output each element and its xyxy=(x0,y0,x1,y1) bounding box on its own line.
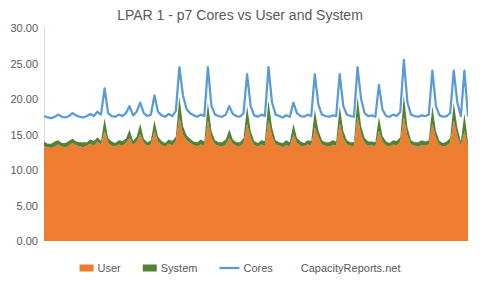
background xyxy=(0,0,480,288)
legend-symbol xyxy=(143,265,157,272)
y-tick: 30.00 xyxy=(10,22,44,34)
annotation: CapacityReports.net xyxy=(301,262,401,274)
legend-item: System xyxy=(143,262,198,274)
legend-item: User xyxy=(80,262,122,274)
legend-label: Cores xyxy=(243,262,273,274)
y-tick-label: 15.00 xyxy=(10,129,38,141)
legend-item: Cores xyxy=(219,262,273,274)
legend-label: User xyxy=(98,262,122,274)
legend: User System Cores CapacityReports.net xyxy=(80,262,401,274)
plot: 0.00 5.00 10.00 15.00 20.00 25.00 30.00 xyxy=(10,22,468,247)
y-tick-label: 20.00 xyxy=(10,93,38,105)
y-tick: 15.00 xyxy=(10,129,44,141)
marks xyxy=(44,60,468,241)
y-tick: 20.00 xyxy=(10,93,44,105)
y-tick: 0.00 xyxy=(17,235,44,247)
y-tick-label: 10.00 xyxy=(10,164,38,176)
y-tick: 25.00 xyxy=(10,58,44,70)
legend-symbol xyxy=(219,267,239,269)
y-tick-label: 5.00 xyxy=(17,200,38,212)
line-cores xyxy=(44,60,468,118)
y-tick-label: 30.00 xyxy=(10,22,38,34)
legend-symbol xyxy=(80,265,94,272)
y-tick: 10.00 xyxy=(10,164,44,176)
title: LPAR 1 - p7 Cores vs User and System xyxy=(117,7,363,23)
y-tick: 5.00 xyxy=(17,200,44,212)
y-tick-label: 25.00 xyxy=(10,58,38,70)
chart: LPAR 1 - p7 Cores vs User and System 0.00… xyxy=(0,0,480,288)
y-tick-label: 0.00 xyxy=(17,235,38,247)
y-axis: 0.00 5.00 10.00 15.00 20.00 25.00 30.00 xyxy=(10,22,44,247)
legend-label: System xyxy=(161,262,198,274)
